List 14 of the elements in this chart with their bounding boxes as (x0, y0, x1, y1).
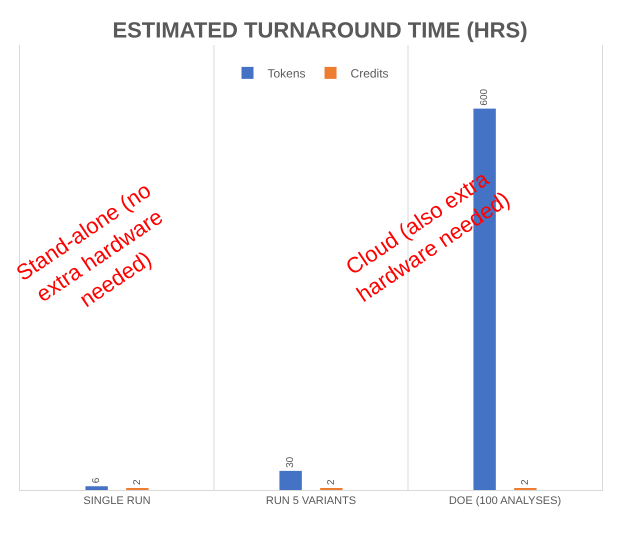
data-label: 2 (520, 479, 531, 485)
data-label: 6 (91, 477, 102, 484)
x-tick-label: SINGLE RUN (83, 495, 151, 508)
data-label: 2 (326, 479, 337, 485)
x-tick-label: DOE (100 ANALYSES) (448, 495, 562, 508)
chart-title: ESTIMATED TURNAROUND TIME (HRS) (112, 18, 528, 43)
data-label: 30 (285, 456, 296, 468)
bar (279, 470, 302, 490)
legend-label: Credits (350, 66, 389, 81)
data-label: 2 (132, 479, 143, 485)
bar (85, 486, 108, 490)
data-label: 600 (479, 88, 490, 106)
legend-label: Tokens (268, 66, 306, 81)
x-tick-label: RUN 5 VARIANTS (266, 495, 356, 508)
